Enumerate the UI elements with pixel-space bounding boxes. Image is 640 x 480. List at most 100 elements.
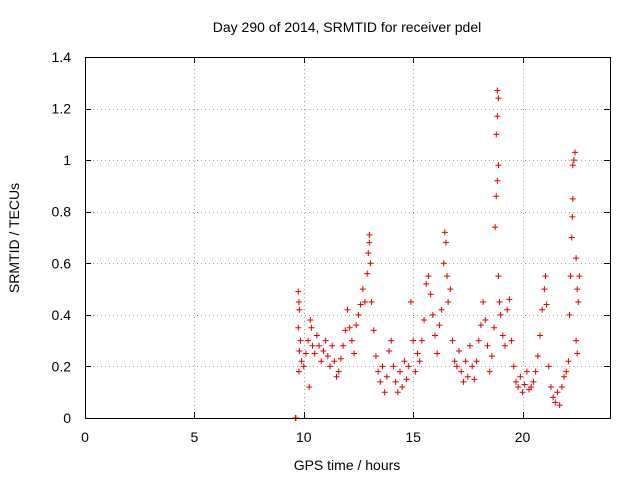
grid-lines xyxy=(85,57,610,418)
data-point xyxy=(537,332,543,339)
data-point xyxy=(383,373,390,380)
data-point xyxy=(434,350,441,357)
data-point xyxy=(515,384,522,391)
data-point xyxy=(440,260,447,267)
data-point xyxy=(471,376,478,383)
data-point xyxy=(566,311,573,318)
data-point xyxy=(496,298,503,305)
data-point xyxy=(541,286,548,293)
data-point xyxy=(495,95,502,102)
data-point xyxy=(295,368,302,375)
data-point xyxy=(335,368,342,375)
x-tick-label: 20 xyxy=(515,429,531,445)
data-point xyxy=(497,311,504,318)
axis-ticks: 0 5 10 15 20 0 0.2 0.4 0.6 0.8 1 1.2 1.4 xyxy=(52,49,610,445)
data-point xyxy=(492,224,499,231)
data-point xyxy=(365,249,372,256)
data-point xyxy=(494,113,501,120)
data-point xyxy=(554,389,561,396)
data-point xyxy=(331,358,338,365)
data-point xyxy=(521,381,528,388)
y-tick-label: 0.2 xyxy=(52,358,72,374)
data-point xyxy=(372,353,379,360)
data-point xyxy=(333,373,340,380)
x-axis-label: GPS time / hours xyxy=(294,457,401,473)
data-point xyxy=(451,358,458,365)
data-point xyxy=(425,273,432,280)
data-point xyxy=(436,322,443,329)
data-point xyxy=(491,324,498,331)
data-point xyxy=(572,149,578,156)
data-point xyxy=(390,363,397,370)
data-point xyxy=(346,324,353,331)
data-point xyxy=(453,363,460,370)
data-point xyxy=(324,353,331,360)
data-point xyxy=(381,389,388,396)
data-point xyxy=(342,327,349,334)
data-point xyxy=(464,373,471,380)
data-point xyxy=(309,342,316,349)
data-point xyxy=(307,317,314,324)
data-point xyxy=(364,270,371,277)
data-point xyxy=(370,327,377,334)
data-point xyxy=(351,350,358,357)
data-point xyxy=(510,363,517,370)
data-point xyxy=(573,255,580,262)
data-point xyxy=(359,286,366,293)
data-point xyxy=(552,399,559,406)
data-point xyxy=(367,260,374,267)
data-point xyxy=(353,322,360,329)
data-point xyxy=(482,317,489,324)
data-point xyxy=(414,350,421,357)
data-point xyxy=(444,273,451,280)
data-point xyxy=(447,286,454,293)
data-point xyxy=(556,402,563,409)
data-point xyxy=(410,337,417,344)
data-point xyxy=(401,358,408,365)
data-point xyxy=(379,363,386,370)
data-point xyxy=(337,355,344,362)
data-point xyxy=(327,363,333,370)
data-point xyxy=(530,378,537,385)
data-point xyxy=(460,378,467,385)
data-point xyxy=(486,368,493,375)
data-point xyxy=(561,373,568,380)
data-point xyxy=(322,337,329,344)
data-point xyxy=(295,298,302,305)
data-point xyxy=(300,363,307,370)
data-point xyxy=(458,368,465,375)
data-point xyxy=(523,368,530,375)
data-point xyxy=(313,332,320,339)
data-point xyxy=(388,337,395,344)
data-point xyxy=(306,384,313,391)
data-point xyxy=(488,353,495,360)
y-tick-label: 0.8 xyxy=(52,204,72,220)
data-point xyxy=(427,291,434,298)
data-point xyxy=(308,324,315,331)
data-point xyxy=(375,368,382,375)
x-tick-label: 0 xyxy=(81,429,89,445)
data-point xyxy=(493,193,500,200)
data-point xyxy=(477,322,484,329)
data-point xyxy=(340,342,347,349)
data-point xyxy=(495,162,502,169)
x-tick-label: 5 xyxy=(190,429,198,445)
data-point xyxy=(569,195,576,202)
data-point xyxy=(574,286,581,293)
data-point xyxy=(508,337,515,344)
data-point xyxy=(494,87,501,94)
data-point xyxy=(493,131,500,138)
data-point xyxy=(484,342,491,349)
data-point xyxy=(504,306,511,313)
data-point xyxy=(305,337,312,344)
data-point xyxy=(357,301,364,308)
data-point xyxy=(568,234,575,241)
y-tick-label: 0.6 xyxy=(52,255,72,271)
data-point xyxy=(397,368,403,375)
data-point xyxy=(297,337,304,344)
data-point xyxy=(418,337,425,344)
data-point xyxy=(519,389,526,396)
data-point xyxy=(462,358,469,365)
data-point xyxy=(563,368,570,375)
data-point xyxy=(412,368,419,375)
